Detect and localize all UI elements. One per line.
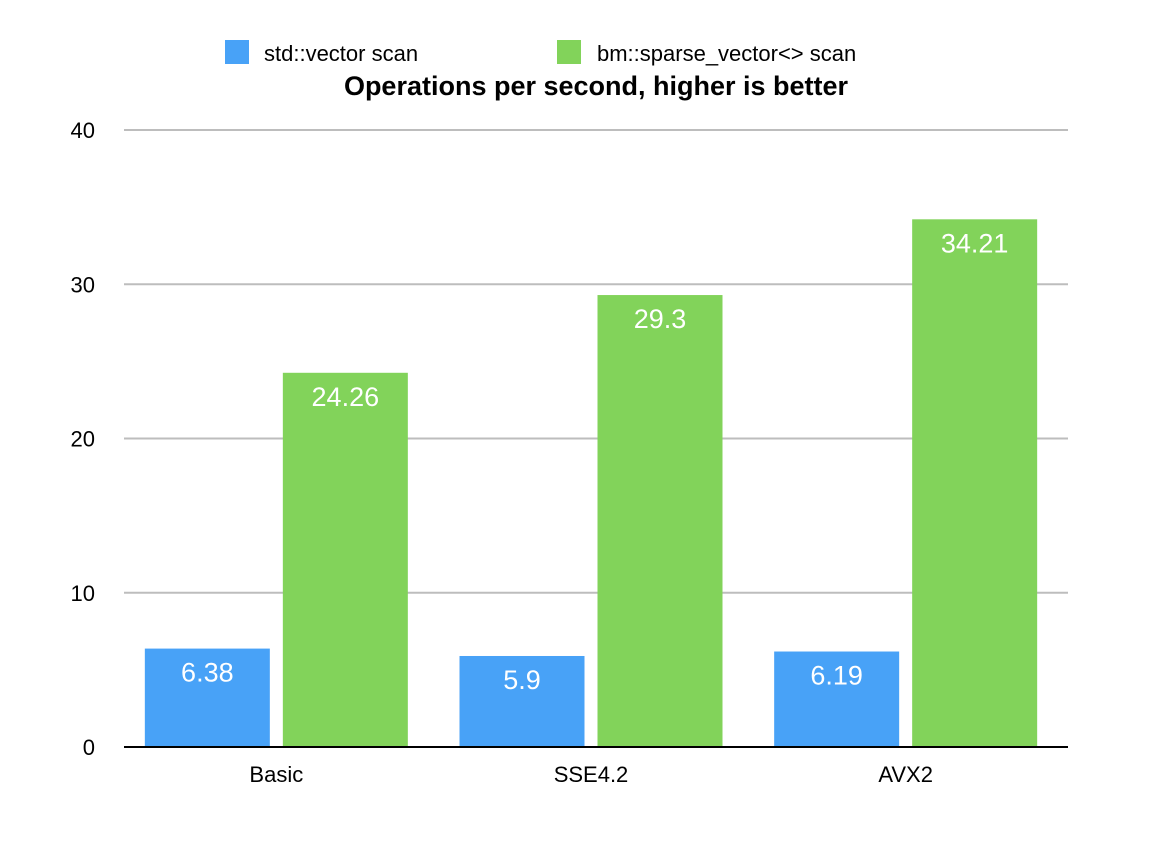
bar-sparse-vector-sse42 — [597, 295, 723, 747]
gridlines — [124, 129, 1068, 594]
legend-swatch-sparse-vector — [557, 40, 581, 64]
y-tick-label: 40 — [71, 118, 95, 143]
chart-title: Operations per second, higher is better — [344, 71, 849, 101]
data-label: 29.3 — [634, 304, 687, 334]
bar-sparse-vector-avx2 — [912, 219, 1038, 748]
legend-label-std-vector: std::vector scan — [264, 41, 418, 66]
bar-sparse-vector-basic — [282, 372, 408, 747]
bars — [144, 219, 1038, 748]
y-tick-label: 0 — [83, 735, 95, 760]
x-category-label: SSE4.2 — [554, 762, 629, 787]
x-category-label: AVX2 — [878, 762, 933, 787]
bar-std-vector-sse42 — [459, 655, 585, 747]
bar-std-vector-avx2 — [774, 651, 900, 747]
y-tick-label: 20 — [71, 427, 95, 452]
y-axis-ticks: 0 10 20 30 40 — [71, 118, 95, 760]
x-axis-category-labels: Basic SSE4.2 AVX2 — [249, 762, 933, 787]
bar-std-vector-basic — [144, 648, 270, 747]
data-label: 34.21 — [941, 228, 1009, 258]
data-label: 24.26 — [312, 382, 380, 412]
y-tick-label: 10 — [71, 581, 95, 606]
y-tick-label: 30 — [71, 272, 95, 297]
legend-label-sparse-vector: bm::sparse_vector<> scan — [597, 41, 856, 66]
data-label: 6.38 — [181, 658, 234, 688]
chart-legend: std::vector scan bm::sparse_vector<> sca… — [225, 40, 856, 66]
data-label: 5.9 — [503, 665, 541, 695]
data-label: 6.19 — [810, 661, 863, 691]
legend-swatch-std-vector — [225, 40, 249, 64]
x-category-label: Basic — [249, 762, 303, 787]
data-labels: 6.38 24.26 5.9 29.3 6.19 34.21 — [181, 228, 1008, 695]
